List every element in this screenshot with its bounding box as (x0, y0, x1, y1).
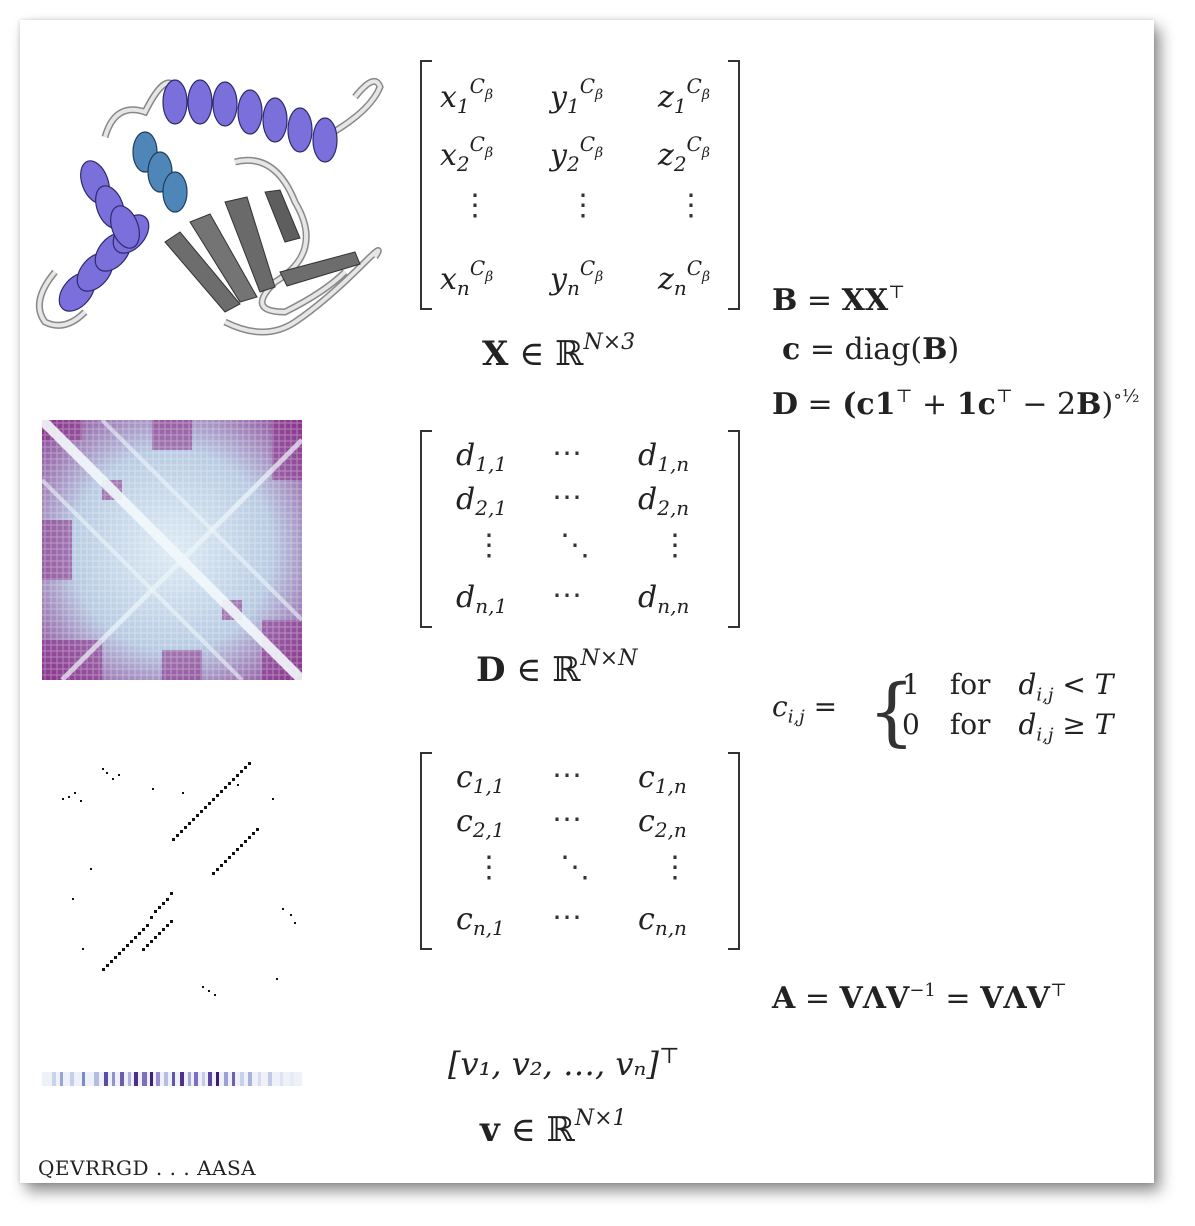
gram-matrix-equation: B = XX⊤ (772, 282, 906, 318)
matrix-d-cell: d2,1 (456, 482, 508, 520)
matrix-x-cell: xnCβ (440, 256, 494, 300)
contact-case-1: 1 for di,j < T (902, 668, 1114, 706)
matrix-d-cell: dn,n (638, 580, 690, 618)
hdots: ⋯ (552, 578, 582, 613)
vdots: ⋮ (460, 188, 490, 223)
vdots: ⋮ (660, 850, 690, 885)
vdots: ⋮ (660, 528, 690, 563)
matrix-c-cell: cn,n (638, 902, 687, 940)
figure-frame: x1Cβ y1Cβ z1Cβ x2Cβ y2Cβ z2Cβ ⋮ ⋮ ⋮ xnCβ… (20, 20, 1154, 1183)
matrix-d-cell: dn,1 (456, 580, 508, 618)
matrix-c-cell: cn,1 (456, 902, 505, 940)
hdots: ⋯ (552, 900, 582, 935)
amino-acid-sequence: QEVRRGD . . . AASA (38, 1156, 257, 1180)
hdots: ⋯ (552, 480, 582, 515)
contact-map-equation: ci,j = (772, 690, 838, 728)
distance-equation: D = (c1⊤ + 1c⊤ − 2B)∘½ (772, 386, 1140, 422)
matrix-d-caption: D ∈ ℝN×N (476, 646, 638, 690)
matrix-z-cell: z2Cβ (658, 132, 710, 176)
diag-equation: c = diag(B) (782, 332, 960, 367)
contact-matrix: c1,1 ⋯ c1,n c2,1 ⋯ c2,n ⋮ ⋱ ⋮ cn,1 ⋯ cn,… (420, 752, 740, 950)
matrix-y-cell: y2Cβ (550, 132, 604, 176)
protein-structure-image (35, 77, 384, 336)
left-brace: { (868, 669, 916, 755)
matrix-z-cell: znCβ (658, 256, 711, 300)
matrix-x-cell: x2Cβ (440, 132, 494, 176)
ddots: ⋱ (560, 850, 590, 885)
matrix-c-cell: c2,n (638, 804, 687, 842)
matrix-x-caption: X ∈ ℝN×3 (482, 330, 636, 374)
matrix-c-cell: c1,n (638, 760, 687, 798)
matrix-y-cell: y1Cβ (550, 74, 604, 118)
hdots: ⋯ (552, 758, 582, 793)
eigenvector-expression: [v₁, v₂, …, vₙ]⊤ (448, 1044, 680, 1083)
vdots: ⋮ (676, 188, 706, 223)
distance-matrix: d1,1 ⋯ d1,n d2,1 ⋯ d2,n ⋮ ⋱ ⋮ dn,1 ⋯ dn,… (420, 430, 740, 628)
matrix-x-cell: x1Cβ (440, 74, 494, 118)
vdots: ⋮ (474, 850, 504, 885)
matrix-c-cell: c2,1 (456, 804, 505, 842)
hdots: ⋯ (552, 802, 582, 837)
eigenvector-strip (42, 1072, 302, 1086)
matrix-c-cell: c1,1 (456, 760, 505, 798)
matrix-d-cell: d1,n (638, 438, 690, 476)
contact-map-image (62, 762, 296, 996)
hdots: ⋯ (552, 436, 582, 471)
matrix-y-cell: ynCβ (550, 256, 604, 300)
ddots: ⋱ (560, 528, 590, 563)
vdots: ⋮ (568, 188, 598, 223)
eigendecomposition-equation: A = VΛV−1 = VΛV⊤ (772, 980, 1067, 1016)
distance-map-heatmap (42, 420, 302, 680)
vector-v-caption: v ∈ ℝN×1 (480, 1106, 627, 1150)
coordinate-matrix: x1Cβ y1Cβ z1Cβ x2Cβ y2Cβ z2Cβ ⋮ ⋮ ⋮ xnCβ… (420, 60, 740, 310)
contact-case-0: 0 for di,j ≥ T (902, 708, 1114, 746)
vdots: ⋮ (474, 528, 504, 563)
matrix-d-cell: d2,n (638, 482, 690, 520)
matrix-z-cell: z1Cβ (658, 74, 710, 118)
matrix-d-cell: d1,1 (456, 438, 508, 476)
